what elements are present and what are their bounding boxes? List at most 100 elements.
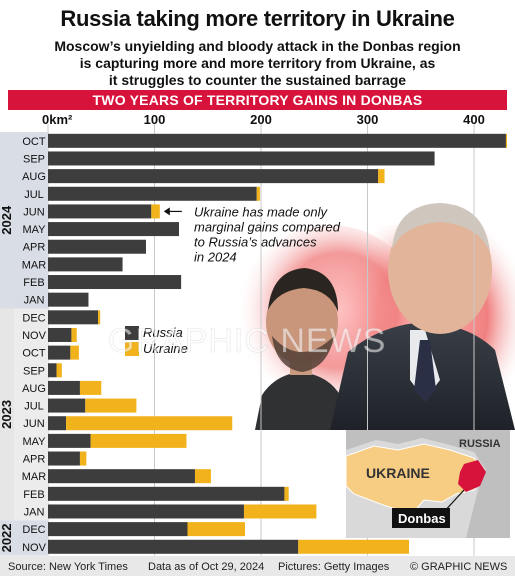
x-tick-label: 100 xyxy=(144,112,166,127)
bar-ukraine xyxy=(187,522,246,537)
year-band xyxy=(0,132,14,309)
month-label: APR xyxy=(23,242,46,254)
bar-ukraine xyxy=(66,416,233,431)
annotation-text: in 2024 xyxy=(194,249,237,264)
month-band xyxy=(14,308,48,521)
bar-ukraine xyxy=(70,345,79,360)
month-label: NOV xyxy=(22,330,47,342)
x-tick-label: 200 xyxy=(250,112,272,127)
month-label: FEB xyxy=(23,489,44,501)
month-labels: OCT SEP AUG JUL JUN MAY APR MAR FEB JAN DEC NOV OCT S… xyxy=(22,136,47,554)
footer-date: Data as of Oct 29, 2024 xyxy=(148,561,265,573)
chart-banner: TWO YEARS OF TERRITORY GAINS IN DONBAS xyxy=(8,90,507,110)
russia-area xyxy=(346,430,510,538)
chart-bars xyxy=(48,133,508,554)
bar-russia xyxy=(48,451,80,466)
bar-ukraine xyxy=(151,204,160,219)
bar-ukraine xyxy=(284,486,289,501)
ukraine-area xyxy=(346,443,485,515)
bar-ukraine xyxy=(79,451,87,466)
bar-russia xyxy=(48,363,57,378)
month-label: APR xyxy=(23,454,46,466)
month-label: NOV xyxy=(22,542,47,554)
legend-swatch-ukraine xyxy=(125,342,139,356)
bar-ukraine xyxy=(79,380,102,395)
putin-tie xyxy=(414,340,436,402)
x-axis-ticks: 0km² 100 200 300 400 xyxy=(42,112,485,127)
bar-russia xyxy=(48,345,71,360)
bar-russia xyxy=(48,380,80,395)
putin-face xyxy=(388,206,492,334)
russia-label: RUSSIA xyxy=(459,438,501,450)
bar-russia xyxy=(48,222,179,237)
month-label: AUG xyxy=(22,171,46,183)
inset-map: RUSSIA UKRAINE Donbas xyxy=(346,430,510,538)
month-label: MAR xyxy=(22,259,47,271)
bar-ukraine xyxy=(98,310,101,325)
legend-swatch-russia xyxy=(125,326,139,340)
bar-russia xyxy=(48,327,72,342)
year-band xyxy=(0,308,14,521)
bar-russia xyxy=(48,398,86,413)
bar-ukraine xyxy=(90,433,187,448)
month-label: SEP xyxy=(23,153,45,165)
bar-ukraine xyxy=(505,133,508,148)
annotation-arrowhead xyxy=(163,207,170,216)
month-label: MAR xyxy=(22,471,47,483)
subtitle-line: is capturing more and more territory fro… xyxy=(79,55,436,71)
bar-russia xyxy=(48,239,146,254)
bar-russia xyxy=(48,204,152,219)
subtitle-line: Moscow’s unyielding and bloody attack in… xyxy=(54,38,461,54)
year-band xyxy=(0,520,14,556)
bar-ukraine xyxy=(194,469,211,484)
annotation-text: to Russia’s advances xyxy=(194,234,317,249)
bar-russia xyxy=(48,169,379,184)
zelensky-beard xyxy=(272,336,334,372)
subtitle-line: it struggles to counter the sustained ba… xyxy=(108,72,407,88)
zelensky-hair xyxy=(268,268,338,312)
x-tick-label: 400 xyxy=(463,112,485,127)
year-label: 2022 xyxy=(0,523,14,552)
month-label: JAN xyxy=(24,295,45,307)
bar-russia xyxy=(48,522,188,537)
month-band xyxy=(14,520,48,556)
bar-ukraine xyxy=(85,398,137,413)
bar-russia xyxy=(48,539,299,554)
territory-chart: 0km² 100 200 300 400 2024 2023 2022 OCT SEP AUG J… xyxy=(0,112,515,556)
month-label: JUL xyxy=(24,401,44,413)
footer-credit: © GRAPHIC NEWS xyxy=(410,561,508,573)
month-label: DEC xyxy=(22,524,45,536)
bar-ukraine xyxy=(298,539,410,554)
legend-label-ukraine: Ukraine xyxy=(143,341,188,356)
bar-russia xyxy=(48,416,67,431)
bar-russia xyxy=(48,133,506,148)
zelensky-shirt xyxy=(255,372,348,430)
bar-russia xyxy=(48,257,123,272)
ukraine-label: UKRAINE xyxy=(366,465,430,481)
bar-russia xyxy=(48,275,182,290)
annotation-text: Ukraine has made only xyxy=(194,204,328,219)
bar-ukraine xyxy=(243,504,317,519)
donbas-label-box xyxy=(392,508,450,528)
footer-bar xyxy=(0,556,515,576)
x-tick-label: 300 xyxy=(357,112,379,127)
bar-russia xyxy=(48,310,99,325)
page-subtitle: Moscow’s unyielding and bloody attack in… xyxy=(10,38,505,89)
month-label: OCT xyxy=(22,136,46,148)
annotation-text: marginal gains compared xyxy=(194,219,341,234)
month-label: JUL xyxy=(24,189,44,201)
footer-source: Source: New York Times xyxy=(8,561,128,573)
donbas-area xyxy=(458,460,486,492)
leaders-photo xyxy=(235,203,515,430)
month-label: JAN xyxy=(24,506,45,518)
bar-ukraine xyxy=(256,186,260,201)
year-label: 2023 xyxy=(0,400,14,429)
bar-russia xyxy=(48,292,89,307)
month-label: MAY xyxy=(22,224,46,236)
bar-ukraine xyxy=(378,169,385,184)
watermark: GRAPHIC NEWS xyxy=(108,322,386,360)
x-axis-unit-label: 0km² xyxy=(42,112,73,127)
month-label: FEB xyxy=(23,277,44,289)
